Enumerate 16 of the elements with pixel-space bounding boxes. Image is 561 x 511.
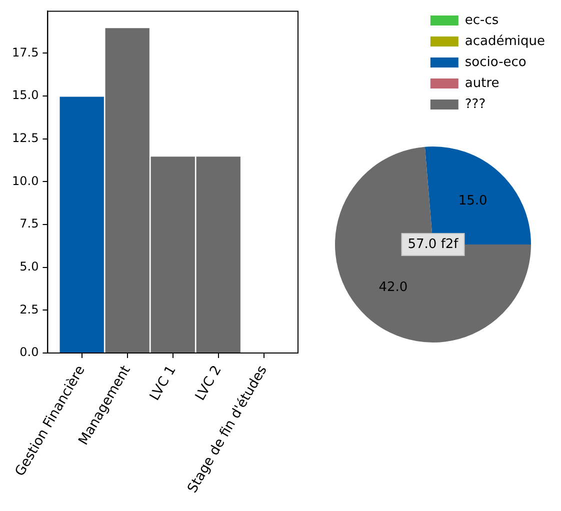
data-label: 42.0 bbox=[378, 280, 408, 296]
y-tick-label: 17.5 bbox=[12, 45, 39, 60]
y-tick-label: 0.0 bbox=[20, 345, 39, 360]
legend-label: académique bbox=[464, 34, 546, 49]
legend-label: ec-cs bbox=[464, 12, 499, 28]
legend-label: autre bbox=[464, 76, 500, 91]
y-tick-label: 15.0 bbox=[12, 88, 39, 102]
data-label: 15.0 bbox=[458, 194, 488, 209]
y-tick-label: 2.5 bbox=[20, 302, 39, 316]
legend-label: socio-eco bbox=[464, 54, 526, 70]
y-tick-label: 5.0 bbox=[20, 260, 39, 274]
legend-label: ??? bbox=[464, 96, 486, 112]
y-tick-label: 12.5 bbox=[12, 130, 39, 145]
text: 57.0 f2f bbox=[408, 236, 459, 252]
y-tick-label: 7.5 bbox=[20, 216, 39, 231]
y-tick-label: 10.0 bbox=[12, 174, 39, 188]
